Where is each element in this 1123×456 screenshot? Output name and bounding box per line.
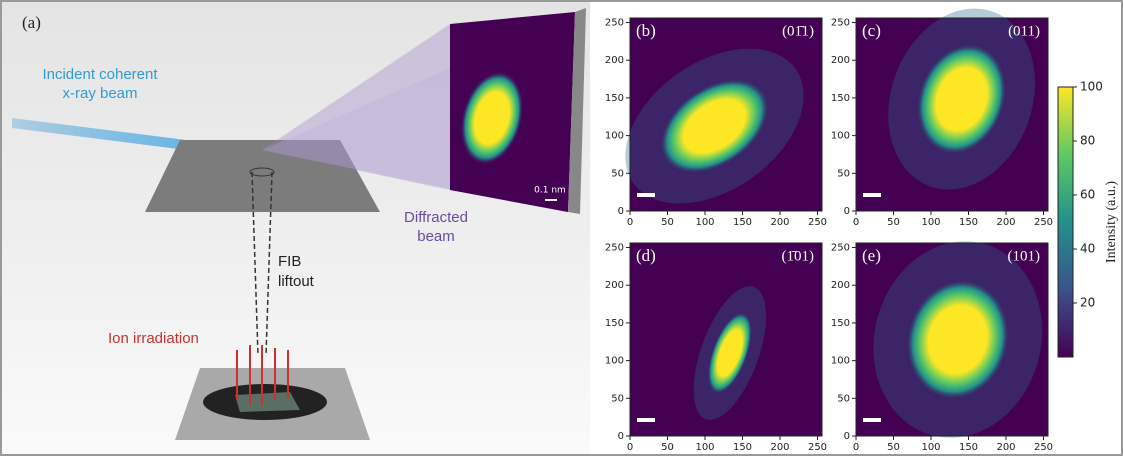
x-tick-label: 0 <box>853 217 859 228</box>
colorbar-tick-label: 20 <box>1080 296 1095 310</box>
heatmap: (e) (101) 0 50 100 150 200 250 0 50 100 150 200 250 <box>831 222 1064 456</box>
plane-label: (011) <box>1008 23 1040 39</box>
x-tick-label: 200 <box>770 442 789 453</box>
y-tick-label: 0 <box>844 206 850 217</box>
panel-label: (c) <box>862 21 881 40</box>
x-tick-label: 100 <box>695 442 714 453</box>
y-tick-label: 50 <box>837 393 850 404</box>
x-tick-label: 50 <box>887 442 900 453</box>
y-tick-label: 0 <box>618 431 624 442</box>
scale-bar <box>637 418 655 422</box>
heatmap: (c) (011) 0 50 100 150 200 250 0 50 100 150 200 250 <box>831 0 1060 228</box>
y-tick-label: 100 <box>605 356 624 367</box>
x-tick-label: 250 <box>808 442 827 453</box>
y-tick-label: 100 <box>831 356 850 367</box>
x-tick-label: 200 <box>770 217 789 228</box>
heatmap: (b) (01̄1) 0 50 100 150 200 250 0 50 100 150 200 250 <box>597 17 833 236</box>
colorbar-label: Intensity (a.u.) <box>1104 181 1119 263</box>
beam-label: x-ray beam <box>62 85 137 102</box>
x-tick-label: 100 <box>921 217 940 228</box>
plane-label: (01̄1) <box>782 23 814 39</box>
y-tick-label: 150 <box>831 93 850 104</box>
y-tick-label: 200 <box>831 55 850 66</box>
x-tick-label: 150 <box>959 217 978 228</box>
colorbar-scale <box>1058 87 1073 357</box>
plane-label: (1̄01) <box>782 248 815 264</box>
colorbar-tick-label: 40 <box>1080 242 1095 256</box>
scale-bar <box>863 418 881 422</box>
panel-a: (a) Incident coherent x-ray beam Diffrac… <box>2 2 590 454</box>
x-tick-label: 50 <box>887 217 900 228</box>
fib-label: liftout <box>278 273 315 290</box>
x-tick-label: 200 <box>996 217 1015 228</box>
y-tick-label: 250 <box>831 243 850 254</box>
x-tick-label: 150 <box>733 217 752 228</box>
y-tick-label: 150 <box>605 93 624 104</box>
colorbar-tick-label: 60 <box>1080 188 1095 202</box>
x-tick-label: 200 <box>996 442 1015 453</box>
x-tick-label: 0 <box>853 442 859 453</box>
x-tick-label: 100 <box>921 442 940 453</box>
panel-label: (d) <box>636 246 656 265</box>
panel-label: (e) <box>862 246 881 265</box>
beam-label: Incident coherent <box>42 66 158 83</box>
y-tick-label: 150 <box>605 318 624 329</box>
panel-label: (b) <box>636 21 656 40</box>
x-tick-label: 0 <box>627 217 633 228</box>
panel-label: (a) <box>22 13 41 32</box>
y-tick-label: 150 <box>831 318 850 329</box>
x-tick-label: 150 <box>733 442 752 453</box>
y-tick-label: 200 <box>605 280 624 291</box>
scale-bar <box>863 193 881 197</box>
y-tick-label: 50 <box>611 393 624 404</box>
x-tick-label: 250 <box>808 217 827 228</box>
colorbar-tick-label: 80 <box>1080 134 1095 148</box>
x-tick-label: 50 <box>661 442 674 453</box>
x-tick-label: 150 <box>959 442 978 453</box>
y-tick-label: 0 <box>618 206 624 217</box>
y-tick-label: 100 <box>831 131 850 142</box>
page: {"panel_a": {"label": "(a)", "incident_b… <box>0 0 1123 456</box>
y-tick-label: 250 <box>605 18 624 29</box>
plane-label: (101) <box>1008 248 1041 264</box>
x-tick-label: 50 <box>661 217 674 228</box>
x-tick-label: 250 <box>1034 217 1053 228</box>
y-tick-label: 50 <box>611 168 624 179</box>
y-tick-label: 250 <box>831 18 850 29</box>
figure: (a) Incident coherent x-ray beam Diffrac… <box>0 0 1123 456</box>
colorbar-tick-label: 100 <box>1080 80 1103 94</box>
x-tick-label: 100 <box>695 217 714 228</box>
scale-bar-label: 0.1 nm <box>534 186 566 196</box>
x-tick-label: 0 <box>627 442 633 453</box>
fib-label: FIB <box>278 253 301 270</box>
diffracted-label: Diffracted <box>404 209 468 226</box>
y-tick-label: 200 <box>605 55 624 66</box>
heatmap: (d) (1̄01) 0 50 100 150 200 250 0 50 100 150 200 250 <box>605 243 827 453</box>
y-tick-label: 50 <box>837 168 850 179</box>
y-tick-label: 200 <box>831 280 850 291</box>
diffracted-label: beam <box>417 228 455 245</box>
x-tick-label: 250 <box>1034 442 1053 453</box>
sample <box>235 392 300 412</box>
colorbar: 20 40 60 80 100 Intensity (a.u.) <box>1058 80 1119 358</box>
y-tick-label: 100 <box>605 131 624 142</box>
scale-bar <box>637 193 655 197</box>
y-tick-label: 250 <box>605 243 624 254</box>
ion-label: Ion irradiation <box>108 330 199 347</box>
y-tick-label: 0 <box>844 431 850 442</box>
